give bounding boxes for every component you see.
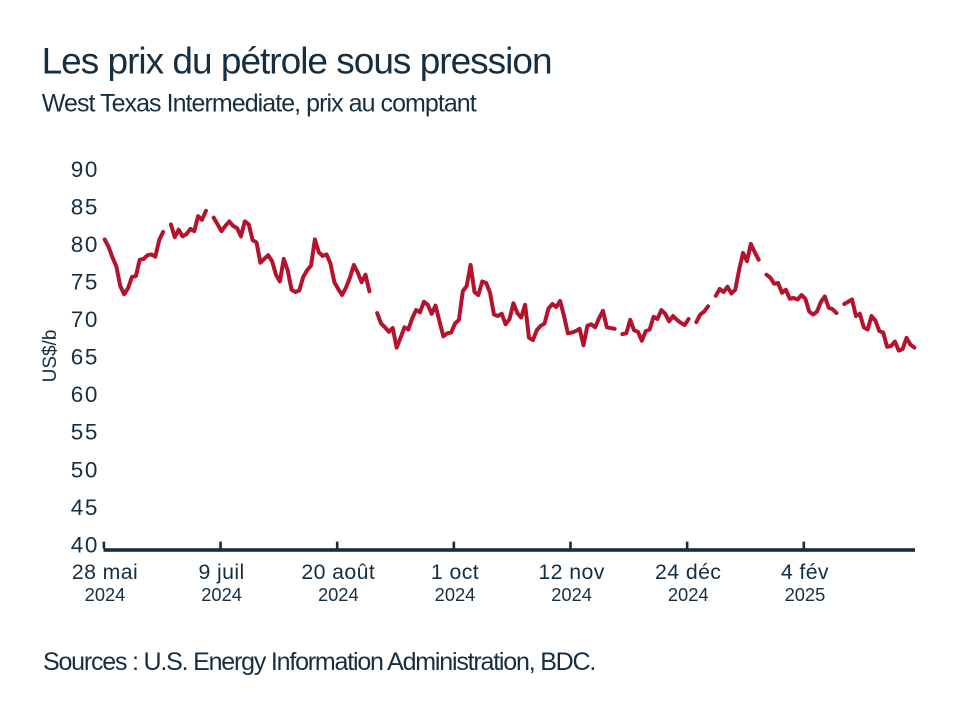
svg-text:US$/b: US$/b (40, 330, 61, 383)
svg-text:65: 65 (71, 345, 99, 370)
svg-text:2024: 2024 (201, 584, 242, 605)
svg-text:60: 60 (71, 382, 99, 407)
svg-text:90: 90 (71, 157, 99, 182)
svg-text:2024: 2024 (318, 584, 359, 605)
svg-text:2024: 2024 (668, 584, 709, 605)
svg-text:80: 80 (71, 232, 99, 257)
svg-text:40: 40 (71, 532, 99, 557)
svg-text:4 fév: 4 fév (781, 560, 829, 584)
svg-text:85: 85 (71, 194, 99, 219)
svg-text:55: 55 (71, 420, 99, 445)
svg-text:45: 45 (71, 495, 99, 520)
svg-text:20 août: 20 août (301, 560, 375, 584)
svg-text:28 mai: 28 mai (72, 560, 138, 584)
svg-text:West Texas Intermediate, prix: West Texas Intermediate, prix au comptan… (42, 90, 477, 118)
svg-text:2025: 2025 (785, 584, 826, 605)
svg-text:12 nov: 12 nov (538, 560, 604, 584)
svg-text:9 juil: 9 juil (198, 560, 244, 584)
svg-text:70: 70 (71, 307, 99, 332)
svg-text:50: 50 (71, 457, 99, 482)
svg-text:2024: 2024 (435, 584, 476, 605)
svg-text:Sources : U.S. Energy Informat: Sources : U.S. Energy Information Admini… (43, 648, 595, 676)
svg-text:2024: 2024 (551, 584, 592, 605)
svg-text:75: 75 (71, 270, 99, 295)
svg-text:Les prix du pétrole sous press: Les prix du pétrole sous pression (42, 41, 552, 82)
svg-text:1 oct: 1 oct (431, 560, 479, 584)
svg-text:24 déc: 24 déc (655, 560, 721, 584)
svg-text:2024: 2024 (85, 584, 126, 605)
